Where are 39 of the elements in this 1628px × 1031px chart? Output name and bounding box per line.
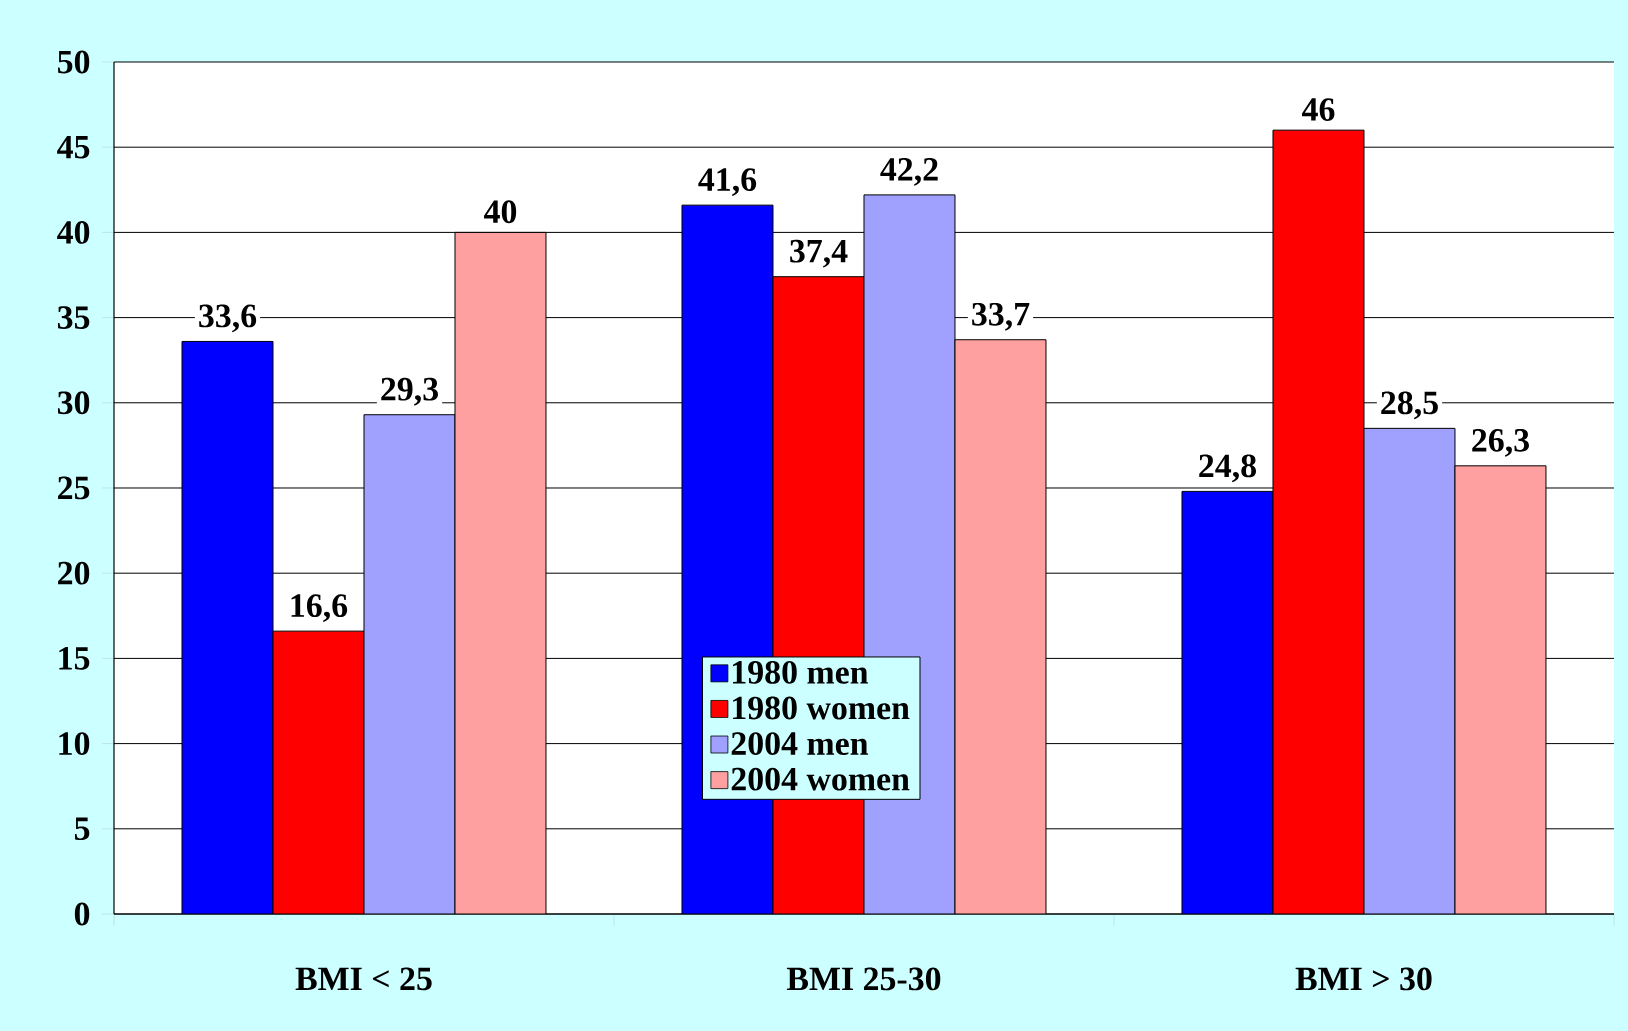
- bar: [954, 339, 1047, 914]
- legend-label: 2004 men: [731, 732, 869, 755]
- data-label: 41,6: [698, 168, 757, 196]
- x-tick-label: BMI < 25: [295, 967, 432, 991]
- bar: [1181, 490, 1274, 914]
- legend-label: 2004 women: [731, 767, 910, 791]
- data-label: 46: [1302, 98, 1335, 121]
- bar: [272, 630, 365, 914]
- data-label: 24,8: [1199, 454, 1256, 483]
- data-label: 28,5: [1381, 391, 1438, 420]
- y-tick-label: 10: [59, 732, 90, 756]
- x-tick-label: BMI 25-30: [786, 967, 941, 991]
- bar: [181, 340, 274, 914]
- y-tick-label: 30: [57, 391, 90, 415]
- data-label: 29,3: [381, 377, 438, 406]
- y-tick-label: 45: [57, 135, 90, 159]
- y-tick-label: 40: [57, 220, 90, 244]
- data-label: 33,6: [199, 304, 257, 333]
- x-tick-label: BMI > 30: [1295, 967, 1432, 991]
- y-tick-label: 35: [57, 306, 90, 329]
- data-label: 33,7: [972, 302, 1030, 331]
- data-label: 40: [484, 200, 517, 224]
- bar: [1454, 465, 1547, 914]
- bar: [1272, 129, 1365, 914]
- legend-label: 1980 men: [733, 660, 869, 684]
- y-tick-label: 20: [58, 561, 90, 585]
- y-tick-label: 15: [59, 647, 90, 670]
- y-tick-label: 50: [58, 50, 90, 74]
- y-tick-label: 5: [74, 817, 90, 841]
- bar: [1363, 427, 1456, 914]
- data-label: 42,2: [880, 158, 938, 186]
- bar: [363, 414, 456, 914]
- y-tick-label: 25: [58, 476, 90, 500]
- legend-label: 1980 women: [733, 696, 910, 720]
- data-label: 37,4: [790, 239, 848, 268]
- bar: [454, 231, 547, 914]
- data-label: 26,3: [1472, 428, 1529, 457]
- data-label: 16,6: [291, 594, 348, 622]
- y-tick-label: 0: [74, 902, 90, 926]
